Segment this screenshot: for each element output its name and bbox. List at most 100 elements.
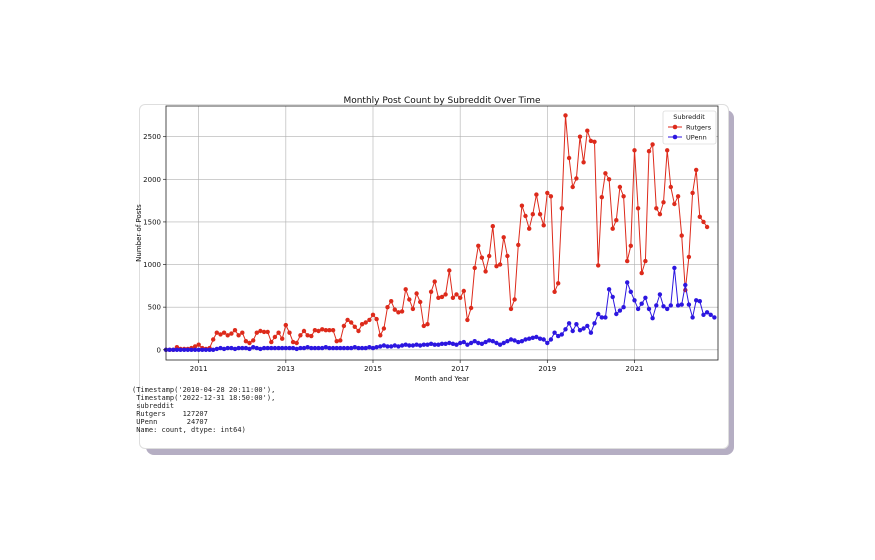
data-point-rutgers (407, 297, 412, 302)
data-point-upenn (679, 302, 684, 307)
data-point-upenn (570, 328, 575, 334)
data-point-rutgers (704, 224, 710, 230)
cell-output-text: (Timestamp('2010-04-28 20:11:00'), Times… (132, 386, 275, 434)
data-point-upenn (559, 332, 564, 337)
data-point-upenn (439, 341, 445, 346)
data-point-rutgers (327, 328, 332, 333)
data-point-rutgers (646, 149, 652, 154)
data-point-rutgers (621, 194, 626, 199)
data-point-rutgers (508, 306, 514, 312)
data-point-rutgers (628, 243, 633, 248)
data-point-upenn (505, 339, 510, 344)
data-point-rutgers (610, 226, 615, 231)
data-point-upenn (639, 301, 644, 306)
data-point-rutgers (635, 206, 641, 211)
data-point-upenn (392, 343, 397, 348)
data-point-rutgers (675, 194, 681, 199)
data-point-upenn (701, 312, 706, 317)
data-point-rutgers (192, 344, 198, 349)
data-point-rutgers (258, 328, 263, 334)
data-point-upenn (356, 345, 361, 351)
data-point-rutgers (657, 212, 663, 217)
series-line-rutgers (166, 115, 708, 351)
data-point-upenn (418, 343, 423, 348)
data-point-upenn (610, 294, 615, 300)
data-point-upenn (182, 347, 187, 352)
data-point-upenn (487, 338, 492, 343)
chart-title: Monthly Post Count by Subreddit Over Tim… (343, 96, 541, 106)
data-point-upenn (574, 322, 579, 327)
data-point-rutgers (494, 264, 499, 269)
data-point-rutgers (465, 317, 470, 323)
data-point-rutgers (214, 330, 219, 335)
data-point-rutgers (389, 299, 394, 304)
data-point-upenn (334, 345, 339, 351)
data-point-upenn (192, 347, 198, 352)
data-point-rutgers (298, 333, 303, 338)
data-point-upenn (290, 345, 296, 351)
data-point-rutgers (537, 212, 543, 217)
data-point-upenn (519, 339, 525, 344)
data-point-rutgers (287, 330, 292, 335)
y-tick-label: 0 (157, 346, 161, 354)
data-point-upenn (338, 345, 343, 351)
axis-ticks: 2011 2013 2015 2017 2019 2021 0 500 1000 1500 2000… (143, 133, 643, 373)
data-point-rutgers (548, 194, 554, 199)
data-point-upenn (316, 345, 321, 351)
data-point-rutgers (592, 139, 597, 144)
data-point-rutgers (385, 305, 390, 310)
data-point-upenn (708, 312, 713, 317)
data-point-upenn (599, 315, 604, 320)
data-point-rutgers (229, 331, 234, 336)
data-point-upenn (363, 345, 368, 351)
data-point-upenn (378, 344, 383, 349)
series-layer (163, 113, 717, 352)
data-point-rutgers (370, 312, 376, 317)
data-point-upenn (635, 306, 641, 312)
data-point-upenn (421, 342, 426, 347)
data-point-rutgers (261, 329, 267, 335)
data-point-rutgers (483, 269, 488, 274)
data-point-upenn (370, 345, 376, 351)
data-point-upenn (221, 346, 227, 352)
y-tick-label: 2000 (143, 176, 161, 184)
data-point-rutgers (276, 330, 281, 335)
grid-lines (166, 106, 718, 360)
data-point-rutgers (272, 334, 278, 340)
data-point-rutgers (516, 242, 521, 248)
data-point-rutgers (447, 268, 452, 273)
data-point-rutgers (577, 134, 583, 139)
x-tick-label: 2019 (538, 365, 556, 373)
data-point-rutgers (240, 330, 245, 335)
data-point-rutgers (694, 167, 699, 173)
data-point-rutgers (541, 223, 546, 228)
data-point-upenn (428, 341, 434, 346)
data-point-rutgers (211, 337, 216, 342)
data-point-upenn (657, 292, 663, 297)
data-point-upenn (403, 342, 408, 347)
data-point-rutgers (436, 295, 441, 300)
legend-label-rutgers: Rutgers (686, 124, 712, 132)
data-point-rutgers (221, 330, 227, 335)
data-point-upenn (461, 339, 466, 345)
data-point-rutgers (490, 224, 495, 229)
data-point-rutgers (625, 258, 630, 264)
data-point-upenn (501, 340, 506, 346)
data-point-rutgers (505, 253, 510, 259)
data-point-rutgers (606, 177, 612, 182)
data-point-upenn (581, 326, 586, 331)
data-point-upenn (320, 345, 325, 351)
data-point-rutgers (323, 328, 328, 333)
data-point-upenn (479, 341, 485, 346)
data-point-upenn (534, 334, 539, 340)
data-point-upenn (585, 323, 590, 329)
x-tick-label: 2013 (277, 365, 295, 373)
data-point-upenn (552, 330, 557, 335)
data-point-rutgers (632, 148, 637, 153)
data-point-rutgers (686, 254, 692, 260)
data-point-upenn (476, 340, 481, 346)
data-point-rutgers (468, 305, 474, 311)
data-point-upenn (508, 337, 514, 342)
data-point-rutgers (476, 243, 481, 248)
data-point-upenn (628, 289, 633, 294)
